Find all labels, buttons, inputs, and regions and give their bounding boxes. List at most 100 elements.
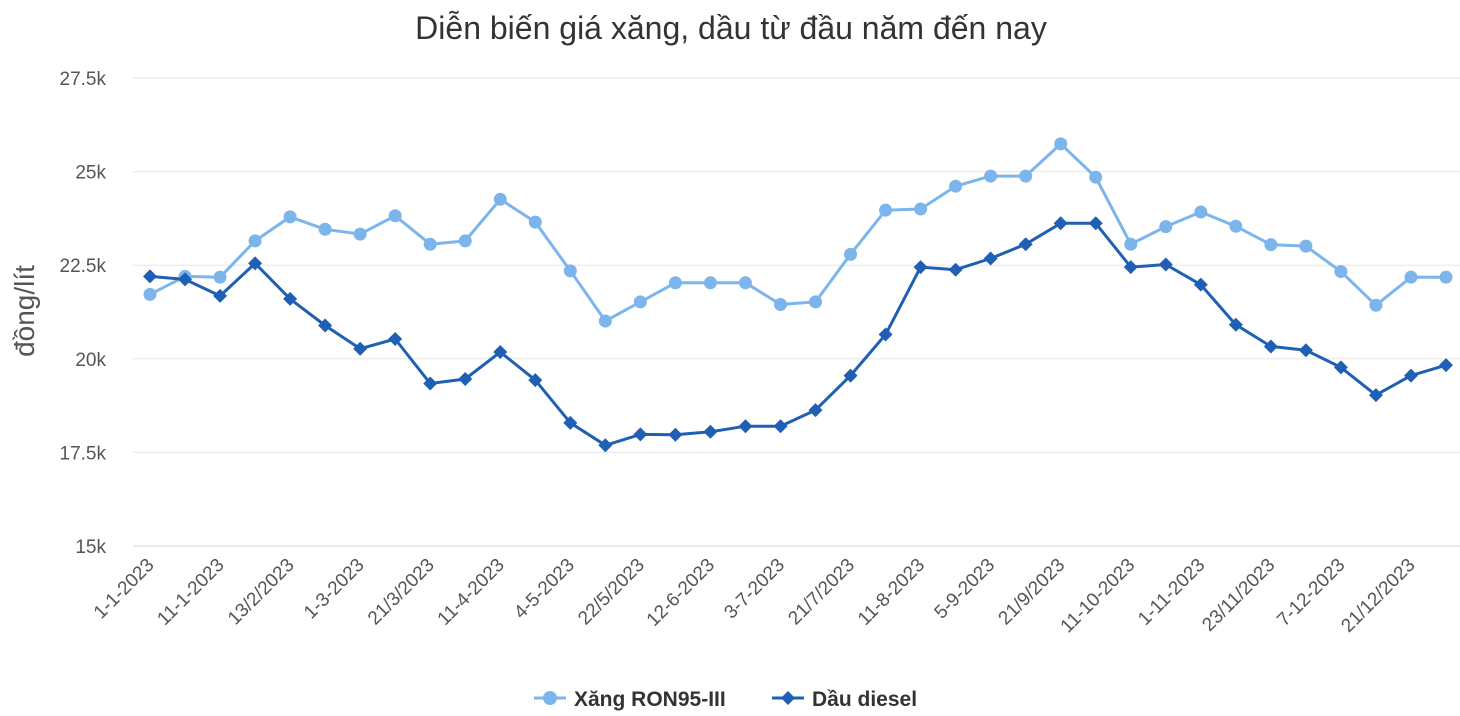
data-point[interactable] — [983, 251, 998, 266]
y-tick-label: 15k — [75, 537, 106, 558]
data-point[interactable] — [984, 169, 998, 183]
x-tick-label: 11-8-2023 — [854, 555, 929, 630]
data-point[interactable] — [878, 327, 893, 342]
x-tick-label: 1-11-2023 — [1134, 555, 1209, 630]
data-point[interactable] — [844, 247, 858, 261]
data-point[interactable] — [388, 331, 403, 346]
data-point[interactable] — [703, 276, 717, 290]
x-tick-label: 12-6-2023 — [643, 555, 719, 631]
data-point[interactable] — [1019, 169, 1033, 183]
data-point[interactable] — [1263, 339, 1278, 354]
data-point[interactable] — [528, 215, 542, 229]
data-point[interactable] — [598, 314, 612, 328]
data-point[interactable] — [808, 403, 823, 418]
data-point[interactable] — [213, 270, 227, 284]
data-point[interactable] — [213, 288, 228, 303]
legend-item-1[interactable]: Xăng RON95-III — [534, 688, 726, 711]
x-tick-label: 23/11/2023 — [1198, 555, 1279, 636]
data-point[interactable] — [879, 203, 893, 217]
data-point[interactable] — [1054, 137, 1068, 151]
x-tick-label: 21/9/2023 — [995, 555, 1070, 630]
data-point[interactable] — [773, 419, 788, 434]
y-tick-label: 17.5k — [60, 443, 107, 464]
data-point[interactable] — [1088, 216, 1103, 231]
data-point[interactable] — [1194, 205, 1208, 219]
x-tick-label: 21/7/2023 — [784, 555, 859, 630]
x-tick-label: 13/2/2023 — [224, 555, 299, 630]
series-group — [143, 137, 1453, 453]
y-tick-label: 20k — [75, 350, 106, 371]
data-point[interactable] — [388, 209, 402, 223]
data-point[interactable] — [248, 256, 263, 271]
data-point[interactable] — [458, 234, 472, 248]
data-point[interactable] — [318, 318, 333, 333]
data-point[interactable] — [809, 295, 823, 309]
data-point[interactable] — [283, 291, 298, 306]
data-point[interactable] — [703, 424, 718, 439]
x-tick-label: 3-7-2023 — [720, 555, 789, 624]
data-point[interactable] — [423, 237, 437, 251]
data-point[interactable] — [283, 210, 297, 224]
data-point[interactable] — [1333, 360, 1348, 375]
data-point[interactable] — [948, 262, 963, 277]
data-point[interactable] — [1123, 260, 1138, 275]
data-point[interactable] — [1368, 388, 1383, 403]
data-point[interactable] — [1089, 170, 1103, 184]
data-point[interactable] — [248, 234, 262, 248]
data-point[interactable] — [914, 202, 928, 216]
data-point[interactable] — [668, 276, 682, 290]
data-point[interactable] — [493, 345, 508, 360]
data-point[interactable] — [1053, 216, 1068, 231]
data-point[interactable] — [423, 376, 438, 391]
data-point[interactable] — [738, 276, 752, 290]
data-point[interactable] — [633, 295, 647, 309]
data-point[interactable] — [563, 415, 578, 430]
data-point[interactable] — [949, 179, 963, 193]
data-point[interactable] — [563, 264, 577, 278]
data-point[interactable] — [1193, 277, 1208, 292]
data-point[interactable] — [353, 227, 367, 241]
data-point[interactable] — [738, 419, 753, 434]
data-point[interactable] — [1018, 237, 1033, 252]
data-point[interactable] — [493, 192, 507, 206]
data-point[interactable] — [318, 222, 332, 236]
x-tick-label: 7-12-2023 — [1273, 555, 1349, 631]
data-point[interactable] — [598, 438, 613, 453]
data-point[interactable] — [1439, 270, 1453, 284]
x-tick-label: 21/3/2023 — [364, 555, 439, 630]
y-axis-ticks: 15k 17.5k 20k 22.5k 25k 27.5k — [60, 69, 107, 558]
data-point[interactable] — [143, 287, 157, 301]
data-point[interactable] — [633, 427, 648, 442]
data-point[interactable] — [1299, 239, 1313, 253]
legend-item-2[interactable]: Dầu diesel — [772, 688, 917, 711]
data-point[interactable] — [1369, 298, 1383, 312]
data-point[interactable] — [178, 272, 193, 287]
data-point[interactable] — [1334, 265, 1348, 279]
data-point[interactable] — [1404, 270, 1418, 284]
data-point[interactable] — [353, 341, 368, 356]
data-point[interactable] — [668, 427, 683, 442]
data-point[interactable] — [1403, 368, 1418, 383]
legend-label: Dầu diesel — [812, 688, 917, 711]
data-point[interactable] — [773, 298, 787, 312]
series-line — [149, 221, 1447, 447]
data-point[interactable] — [1229, 219, 1243, 233]
data-point[interactable] — [913, 260, 928, 275]
y-tick-label: 22.5k — [60, 256, 107, 277]
data-point[interactable] — [1264, 238, 1278, 252]
y-tick-label: 25k — [75, 163, 106, 184]
y-tick-label: 27.5k — [60, 69, 107, 90]
legend[interactable]: Xăng RON95-III Dầu diesel — [534, 688, 917, 711]
data-point[interactable] — [1124, 237, 1138, 251]
data-point[interactable] — [143, 269, 157, 284]
grid-lines — [133, 77, 1460, 453]
data-point[interactable] — [1159, 220, 1173, 234]
data-point[interactable] — [1439, 358, 1453, 373]
data-point[interactable] — [1158, 257, 1173, 272]
x-tick-label: 11-4-2023 — [434, 555, 509, 630]
data-point[interactable] — [843, 368, 858, 383]
data-point[interactable] — [1228, 317, 1243, 332]
data-point[interactable] — [528, 373, 543, 388]
data-point[interactable] — [1298, 343, 1313, 358]
data-point[interactable] — [458, 372, 473, 387]
